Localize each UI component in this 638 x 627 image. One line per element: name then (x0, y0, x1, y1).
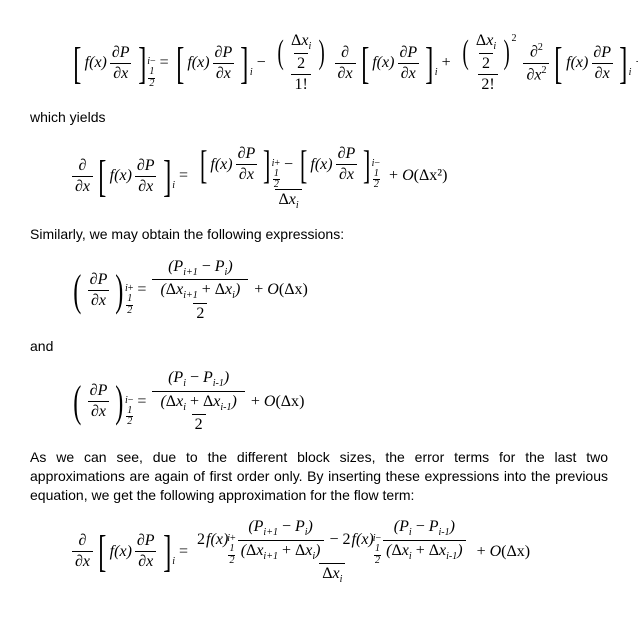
para-conclusion: As we can see, due to the different bloc… (30, 448, 608, 505)
para-which-yields: which yields (30, 108, 608, 127)
equation-3: ( ∂P ∂x ) i+12 = (Pi+1 − Pi) (Δxi+1 + Δx… (70, 258, 608, 322)
equation-2: ∂ ∂x [ f(x) ∂P ∂x ] i = [ f(x) ∂P (70, 141, 608, 211)
para-similarly: Similarly, we may obtain the following e… (30, 225, 608, 244)
equation-4: ( ∂P ∂x ) i−12 = (Pi − Pi-1) (Δxi + Δxi-… (70, 369, 608, 433)
equation-1: [ f(x) ∂P ∂x ] i−12 = [ f(x) ∂P ∂x ] i − (70, 32, 608, 94)
fx: f(x) (85, 54, 107, 72)
para-and: and (30, 337, 608, 356)
equation-5: ∂ ∂x [ f(x) ∂P ∂x ] i = 2 f(x) i+12 (Pi+… (70, 518, 608, 585)
